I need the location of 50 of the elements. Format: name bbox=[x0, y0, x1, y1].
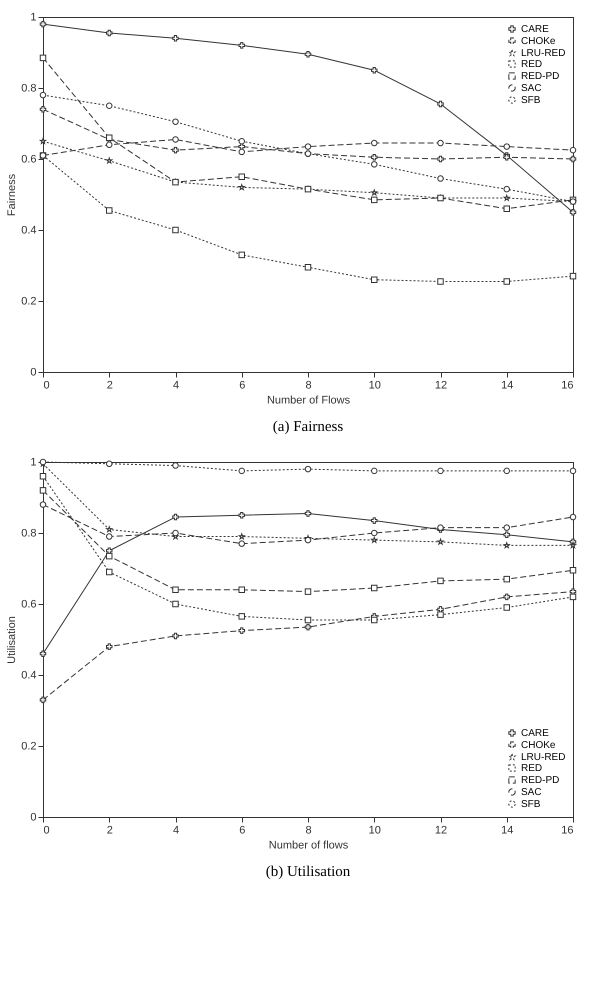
x-tick-label: 6 bbox=[239, 824, 246, 836]
x-axis-title: Number of flows bbox=[268, 840, 349, 852]
y-tick-label: 0.4 bbox=[21, 224, 36, 236]
x-tick-label: 10 bbox=[368, 380, 381, 392]
x-tick-label: 8 bbox=[305, 380, 312, 392]
x-tick-label: 10 bbox=[368, 824, 381, 836]
legend-label: SAC bbox=[521, 83, 542, 94]
y-tick-label: 0 bbox=[30, 812, 36, 824]
y-tick-label: 1 bbox=[30, 456, 36, 468]
y-axis-title: Utilisation bbox=[6, 616, 18, 664]
x-tick-label: 16 bbox=[561, 824, 574, 836]
y-tick-label: 1 bbox=[30, 12, 36, 24]
x-tick-label: 12 bbox=[434, 824, 448, 836]
legend-label: SAC bbox=[521, 787, 542, 798]
legend-label: SFB bbox=[521, 799, 541, 810]
y-tick-label: 0.8 bbox=[21, 528, 36, 540]
x-tick-label: 14 bbox=[501, 380, 514, 392]
y-tick-label: 0.6 bbox=[21, 598, 36, 610]
legend-label: RED-PD bbox=[521, 775, 560, 786]
legend-label: CARE bbox=[521, 728, 550, 739]
legend-label: LRU-RED bbox=[521, 752, 566, 763]
x-tick-label: 8 bbox=[305, 824, 312, 836]
x-tick-label: 2 bbox=[106, 380, 113, 392]
legend-label: LRU-RED bbox=[521, 48, 566, 59]
legend-label: CHOKe bbox=[521, 740, 556, 751]
x-tick-label: 0 bbox=[44, 824, 50, 836]
x-tick-label: 2 bbox=[106, 824, 113, 836]
x-tick-label: 12 bbox=[434, 380, 448, 392]
x-tick-label: 14 bbox=[501, 824, 514, 836]
text: (b) Utilisation bbox=[266, 864, 351, 880]
y-tick-label: 0.4 bbox=[21, 670, 36, 682]
legend-label: CARE bbox=[521, 24, 550, 35]
x-tick-label: 4 bbox=[172, 380, 180, 392]
y-tick-label: 0.2 bbox=[21, 296, 36, 308]
y-tick-label: 0 bbox=[30, 366, 36, 378]
x-tick-label: 0 bbox=[44, 380, 50, 392]
y-tick-label: 0.8 bbox=[21, 82, 36, 94]
x-tick-label: 4 bbox=[172, 824, 180, 836]
legend-label: CHOKe bbox=[521, 36, 556, 47]
x-tick-label: 16 bbox=[561, 380, 574, 392]
y-tick-label: 0.6 bbox=[21, 154, 36, 166]
text: (a) Fairness bbox=[272, 419, 344, 435]
y-axis-title: Fairness bbox=[6, 173, 18, 216]
legend-label: RED bbox=[521, 763, 542, 774]
x-tick-label: 6 bbox=[239, 380, 246, 392]
legend-label: RED-PD bbox=[521, 71, 560, 82]
y-tick-label: 0.2 bbox=[21, 740, 36, 752]
x-axis-title: Number of Flows bbox=[266, 394, 351, 406]
legend-label: RED bbox=[521, 59, 542, 70]
legend-label: SFB bbox=[521, 95, 541, 106]
